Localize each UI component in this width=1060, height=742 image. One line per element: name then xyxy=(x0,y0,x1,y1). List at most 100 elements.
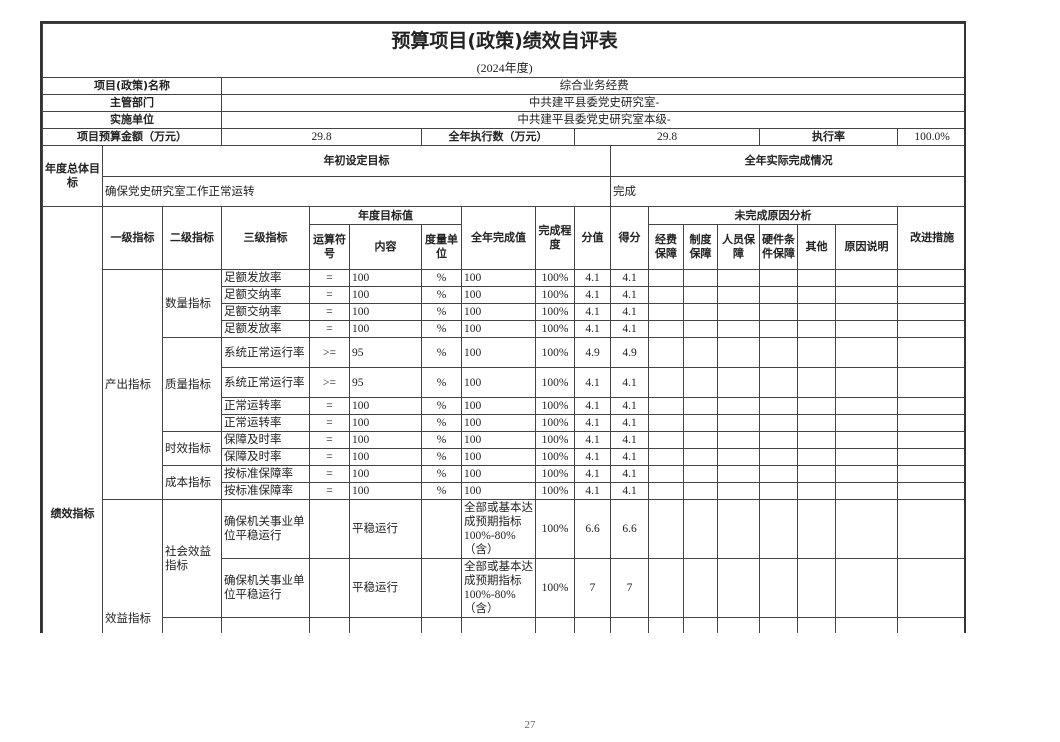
cell-completion: 100% xyxy=(535,431,575,449)
indicator-row: 成本指标 按标准保障率 = 100% 100 100% 4.1 4.1 xyxy=(43,465,964,500)
cell-hardware xyxy=(759,286,798,304)
cell-staff xyxy=(717,414,760,432)
cell-level3: 保障及时率 xyxy=(221,431,310,449)
cell-actual: 100 xyxy=(461,320,536,338)
executed-value: 29.8 xyxy=(574,128,760,146)
dept-value: 中共建平县委党史研究室- xyxy=(220,94,964,112)
cell-score: 4.1 xyxy=(610,303,649,321)
cell-hardware xyxy=(759,269,798,287)
cell-improve xyxy=(896,397,964,415)
cell-staff xyxy=(717,367,760,398)
cell-other xyxy=(797,414,836,432)
cell-completion: 100% xyxy=(535,482,575,500)
cell-explain xyxy=(835,482,898,500)
actual-result-text: 完成 xyxy=(609,176,964,207)
cell-hardware xyxy=(759,465,798,483)
cell-system xyxy=(683,558,718,618)
cell-staff xyxy=(717,397,760,415)
cell-staff xyxy=(717,269,760,287)
cell-completion: 100% xyxy=(535,558,575,618)
cell-score: 4.1 xyxy=(610,269,649,287)
cell-weight: 4.9 xyxy=(574,337,611,368)
cell-completion: 100% xyxy=(535,320,575,338)
cell-op: = xyxy=(309,303,350,321)
cell-improve xyxy=(896,286,964,304)
score-header: 得分 xyxy=(610,206,649,270)
target-value-header: 年度目标值 xyxy=(309,206,462,225)
cell-op: = xyxy=(309,414,350,432)
cell-funds xyxy=(648,465,684,483)
cell-hardware xyxy=(759,431,798,449)
cell-actual: 全部或基本达成预期指标100%-80%（含） xyxy=(461,558,536,618)
cell-actual: 100 xyxy=(461,303,536,321)
cell-op: >= xyxy=(309,367,350,398)
cell-completion: 100% xyxy=(535,465,575,483)
cell-system xyxy=(683,499,718,559)
empty-cell xyxy=(461,617,536,633)
dept-label: 主管部门 xyxy=(42,94,222,112)
cell-system xyxy=(683,269,718,287)
project-name-label: 项目(政策)名称 xyxy=(42,77,222,95)
indicator-row: 时效指标 保障及时率 = 100% 100 100% 4.1 4.1 xyxy=(43,431,964,466)
cell-actual: 100 xyxy=(461,482,536,500)
cell-improve xyxy=(896,465,964,483)
cell-staff xyxy=(717,337,760,368)
cell-weight: 4.1 xyxy=(574,465,611,483)
indicator-row: 确保机关事业单位平稳运行 平稳运行 全部或基本达成预期指标100%-80%（含） 10… xyxy=(43,558,964,618)
cell-content: 100 xyxy=(349,269,422,287)
cell-level3: 足额发放率 xyxy=(221,320,310,338)
cell-weight: 4.1 xyxy=(574,303,611,321)
cell-op: = xyxy=(309,397,350,415)
level2-indicator: 成本指标 xyxy=(162,465,222,500)
planned-goal-header: 年初设定目标 xyxy=(102,145,611,177)
cell-system xyxy=(683,397,718,415)
cell-hardware xyxy=(759,303,798,321)
cell-other xyxy=(797,320,836,338)
cell-unit: % xyxy=(421,431,462,449)
cell-system xyxy=(683,482,718,500)
cell-staff xyxy=(717,482,760,500)
cell-improve xyxy=(896,367,964,398)
cell-actual: 全部或基本达成预期指标100%-80%（含） xyxy=(461,499,536,559)
empty-cell xyxy=(610,617,649,633)
cell-unit: % xyxy=(421,303,462,321)
level1-indicator: 产出指标 xyxy=(102,269,163,500)
hardware-header: 硬件条件保障 xyxy=(759,224,798,270)
cell-level3: 正常运转率 xyxy=(221,397,310,415)
cell-other xyxy=(797,558,836,618)
cell-completion: 100% xyxy=(535,286,575,304)
cell-content: 平稳运行 xyxy=(349,558,422,618)
unit-value: 中共建平县委党史研究室本级- xyxy=(220,111,964,129)
cell-hardware xyxy=(759,414,798,432)
empty-cell xyxy=(648,617,684,633)
cell-funds xyxy=(648,397,684,415)
cell-system xyxy=(683,448,718,466)
cell-actual: 100 xyxy=(461,286,536,304)
cell-op: = xyxy=(309,465,350,483)
cell-hardware xyxy=(759,337,798,368)
cell-staff xyxy=(717,465,760,483)
cell-actual: 100 xyxy=(461,367,536,398)
level1-header: 一级指标 xyxy=(102,206,163,270)
empty-cell xyxy=(759,617,798,633)
cell-content: 100 xyxy=(349,482,422,500)
year-subtitle: (2024年度) xyxy=(42,58,964,78)
cell-weight: 4.1 xyxy=(574,320,611,338)
cell-funds xyxy=(648,337,684,368)
cell-improve xyxy=(896,303,964,321)
cell-content: 100 xyxy=(349,397,422,415)
cell-score: 7 xyxy=(610,558,649,618)
cell-hardware xyxy=(759,397,798,415)
indicator-row: 按标准保障率 = 100% 100 100% 4.1 4.1 xyxy=(43,482,964,500)
cell-unit xyxy=(421,499,462,559)
cell-actual: 100 xyxy=(461,397,536,415)
level2-indicator: 时效指标 xyxy=(162,431,222,466)
cell-staff xyxy=(717,448,760,466)
cell-system xyxy=(683,465,718,483)
cell-weight: 4.1 xyxy=(574,286,611,304)
cell-other xyxy=(797,431,836,449)
cell-level3: 确保机关事业单位平稳运行 xyxy=(221,558,310,618)
cell-funds xyxy=(648,303,684,321)
cell-level3: 正常运转率 xyxy=(221,414,310,432)
cell-funds xyxy=(648,448,684,466)
